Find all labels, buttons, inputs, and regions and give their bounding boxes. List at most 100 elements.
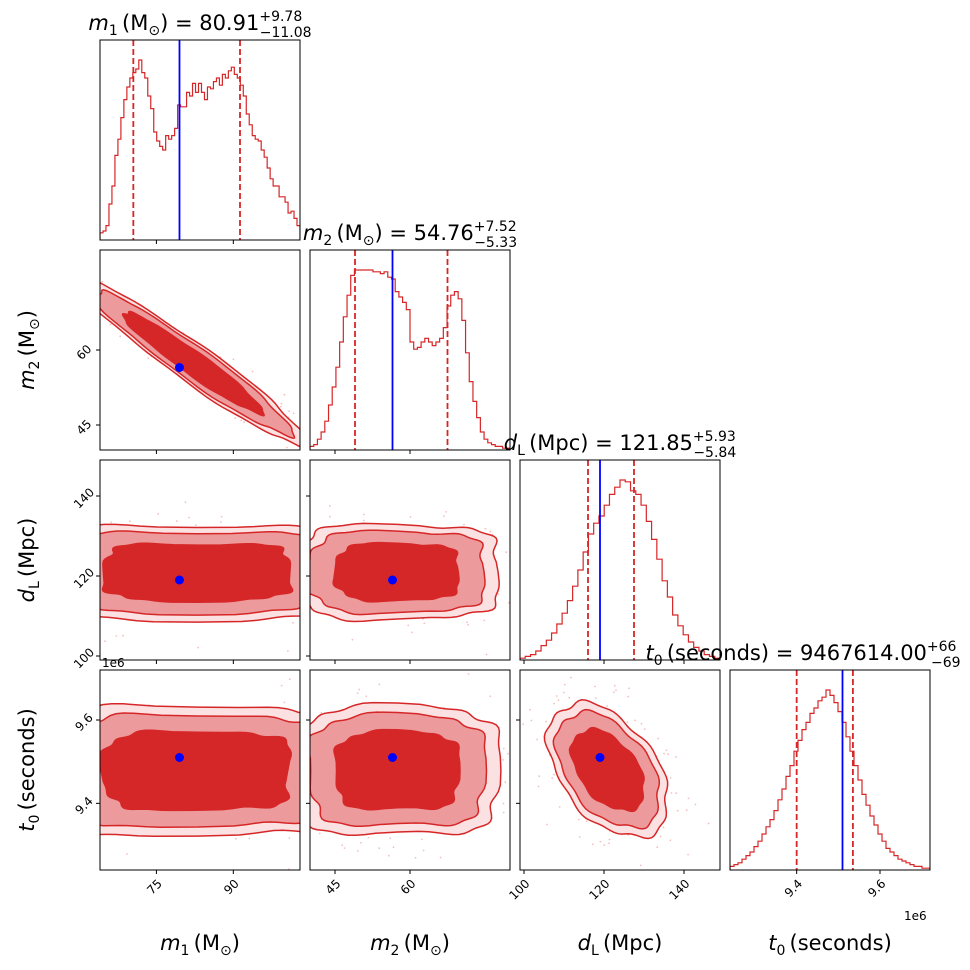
x-tick-label: 75	[144, 877, 165, 898]
sample-point	[306, 596, 308, 598]
x-tick-label: 45	[323, 877, 344, 898]
sample-point	[305, 831, 307, 833]
sample-point	[530, 528, 532, 530]
sample-point	[44, 787, 46, 789]
contour-1sigma	[101, 542, 294, 604]
sample-point	[306, 587, 308, 589]
sample-point	[505, 551, 508, 554]
x-axis-label-m2: m2 (M⊙)	[370, 931, 450, 959]
sample-point	[62, 591, 64, 593]
panel-content	[730, 670, 930, 870]
sample-point	[608, 842, 610, 845]
sample-point	[68, 270, 70, 272]
sample-point	[578, 818, 580, 821]
sample-point	[63, 273, 65, 275]
sample-point	[466, 621, 468, 624]
sample-point	[50, 532, 52, 534]
sample-point	[553, 773, 555, 776]
sample-point	[87, 774, 89, 776]
sample-point	[553, 702, 555, 705]
sample-point	[110, 521, 113, 524]
sample-point	[101, 280, 104, 283]
sample-point	[665, 749, 668, 752]
sample-point	[615, 689, 617, 691]
sample-point	[303, 757, 305, 759]
title-dL: dL (Mpc) = 121.85+5.93 −5.84	[504, 429, 737, 461]
panel-m1-m1	[99, 39, 301, 244]
sample-point	[248, 837, 251, 840]
sample-point	[662, 826, 665, 829]
sample-point	[608, 838, 611, 841]
sample-point	[264, 859, 266, 861]
sample-point	[551, 777, 554, 779]
sample-point	[45, 244, 47, 246]
sample-point	[594, 697, 597, 699]
sample-point	[407, 624, 410, 627]
panel-frame	[99, 669, 301, 871]
sample-point	[675, 756, 677, 758]
sample-point	[341, 511, 343, 513]
sample-point	[301, 421, 303, 423]
sample-point	[347, 468, 349, 470]
sample-point	[48, 523, 50, 525]
x-axis-label-t0: t0 (seconds)	[768, 931, 892, 959]
sample-point	[300, 435, 302, 437]
x-tick-label: 120	[586, 877, 612, 903]
sample-point	[304, 795, 306, 797]
sample-point	[157, 513, 160, 515]
sample-point	[65, 787, 67, 789]
sample-point	[687, 797, 690, 800]
sample-point	[318, 832, 321, 835]
sample-point	[676, 809, 679, 812]
sample-point	[80, 692, 82, 694]
panel-content	[310, 250, 510, 450]
sample-point	[129, 520, 131, 523]
sample-point	[251, 370, 254, 373]
sample-point	[86, 294, 88, 296]
sample-point	[89, 310, 91, 312]
sample-point	[302, 741, 304, 743]
sample-point	[643, 728, 646, 731]
sample-point	[283, 393, 286, 396]
sample-point	[356, 692, 359, 694]
sample-point	[656, 846, 659, 849]
panel-frame	[519, 669, 721, 871]
contour-1sigma	[100, 729, 292, 812]
sample-point	[220, 515, 223, 518]
panel-content	[520, 460, 720, 660]
sample-point	[188, 516, 190, 519]
sample-point	[48, 767, 50, 769]
sample-point	[537, 785, 540, 788]
sample-point	[364, 677, 366, 679]
sample-point	[639, 864, 642, 867]
sample-point	[667, 753, 669, 756]
contour-1sigma	[332, 541, 460, 603]
sample-point	[74, 568, 76, 570]
sample-point	[626, 721, 629, 723]
title-m2: m2 (M⊙) = 54.76+7.52 −5.33	[303, 219, 517, 251]
sample-point	[312, 522, 314, 524]
sample-point	[685, 809, 688, 812]
sample-point	[522, 723, 525, 725]
sample-point	[220, 521, 222, 523]
sample-point	[304, 538, 306, 540]
sample-point	[234, 837, 237, 840]
sample-point	[109, 323, 112, 326]
sample-point	[680, 906, 682, 908]
panel-content	[261, 505, 532, 679]
sample-point	[292, 621, 294, 624]
sample-point	[362, 513, 365, 516]
sample-point	[312, 458, 314, 460]
sample-point	[261, 623, 263, 625]
sample-point	[47, 740, 49, 742]
sample-point	[288, 837, 291, 839]
sample-point	[694, 803, 697, 806]
sample-point	[504, 781, 507, 784]
sample-point	[243, 421, 246, 423]
sample-point	[97, 291, 99, 293]
sample-point	[104, 640, 106, 643]
sample-point	[360, 841, 362, 844]
panel-m2-m2	[309, 249, 511, 454]
sample-point	[88, 296, 90, 298]
sample-point	[88, 287, 90, 289]
